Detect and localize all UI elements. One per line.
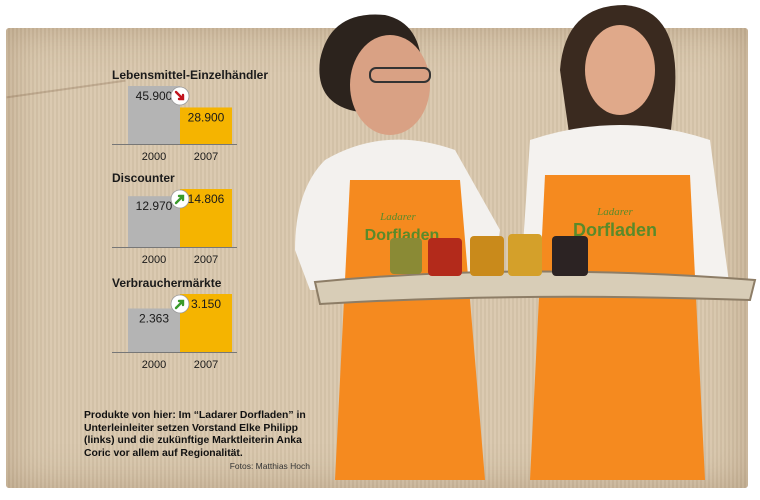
bar-2007 [180, 107, 232, 144]
tick-label: 2000 [142, 254, 166, 266]
chart-title: Verbrauchermärkte [112, 276, 222, 290]
value-label: 14.806 [188, 192, 225, 206]
chart-title: Discounter [112, 171, 175, 185]
jar-3 [470, 236, 504, 276]
value-label: 12.970 [136, 199, 173, 213]
trend-arrow [174, 299, 185, 310]
bar-2000 [128, 308, 180, 352]
face-right [585, 25, 655, 115]
value-label: 45.900 [136, 89, 173, 103]
person-right: Ladarer Dorfladen [520, 5, 730, 480]
tick-label: 2000 [142, 151, 166, 163]
photo-caption: Produkte von hier: Im “Ladarer Dorfladen… [84, 410, 310, 473]
apron-left [335, 180, 485, 480]
tick-label: 2007 [194, 254, 218, 266]
chart-plot: 45.900 2000 28.900 2007 [112, 86, 237, 163]
tick-label: 2007 [194, 151, 218, 163]
chart-plot: 12.970 2000 14.806 2007 [112, 189, 237, 266]
caption-text: Produkte von hier: Im “Ladarer Dorfladen… [84, 410, 306, 459]
apron-logo-main: Dorfladen [573, 220, 657, 240]
jar-4 [508, 234, 542, 276]
apron-logo-top: Ladarer [379, 211, 416, 223]
photo-two-women-with-tray: Ladarer Dorfladen Ladarer Dorfladen [295, 5, 757, 480]
jar-1 [390, 238, 422, 274]
value-label: 3.150 [191, 297, 221, 311]
face-left [350, 35, 430, 135]
glasses-icon [369, 67, 431, 83]
trend-arrow [174, 90, 185, 101]
jar-5 [552, 236, 588, 276]
tick-label: 2007 [194, 359, 218, 371]
chart-title: Lebensmittel-Einzelhändler [112, 68, 269, 82]
tray-board [313, 270, 757, 306]
trend-arrow [174, 194, 185, 205]
apron-logo-top: Ladarer [596, 206, 633, 218]
photo-credit: Fotos: Matthias Hoch [229, 461, 310, 471]
bar-2000 [128, 196, 180, 247]
wooden-tray [313, 234, 757, 306]
tick-label: 2000 [142, 359, 166, 371]
jar-2 [428, 238, 462, 276]
chart-plot: 2.363 2000 3.150 2007 [112, 294, 237, 371]
value-label: 28.900 [188, 110, 225, 124]
value-label: 2.363 [139, 311, 169, 325]
